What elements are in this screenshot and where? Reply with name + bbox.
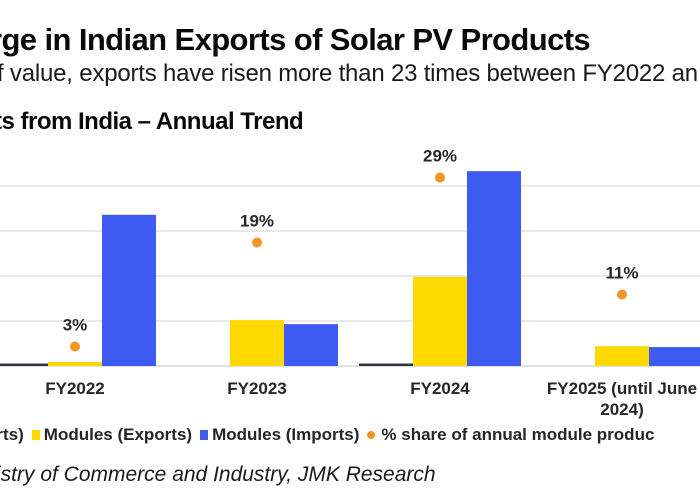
share-label-2: 29% <box>423 147 457 166</box>
bar-exports-1 <box>230 320 284 366</box>
bar-cells-0 <box>0 363 48 366</box>
chart-title: ts from India – Annual Trend <box>0 108 304 135</box>
category-label-0: FY2022 <box>45 379 105 398</box>
share-label-3: 11% <box>605 264 638 283</box>
page-subtitle: f value, exports have risen more than 23… <box>0 60 698 87</box>
bar-exports-2 <box>413 276 467 366</box>
bar-exports-0 <box>48 361 102 366</box>
bar-exports-3 <box>595 346 649 366</box>
legend-item-imports: Modules (Imports) <box>200 425 359 445</box>
share-point-2 <box>435 172 445 183</box>
share-point-0 <box>70 341 80 352</box>
category-label-3: FY2025 (until June <box>547 379 697 398</box>
category-label-3: 2024) <box>600 400 643 419</box>
legend-label-imports: Modules (Imports) <box>212 425 360 444</box>
source-note: istry of Commerce and Industry, JMK Rese… <box>0 463 436 486</box>
legend-dot-share <box>367 431 376 439</box>
legend-swatch-exports <box>31 430 40 440</box>
category-labels: FY2022 FY2023 FY2024 FY2025 (until June 2024… <box>45 379 697 419</box>
share-label-1: 19% <box>240 212 274 231</box>
bar-imports-2 <box>467 171 521 366</box>
category-label-1: FY2023 <box>227 379 287 398</box>
share-point-1 <box>252 237 262 248</box>
bar-imports-1 <box>284 324 338 366</box>
bar-imports-0 <box>102 214 156 366</box>
bar-imports-3 <box>649 347 700 366</box>
legend-label-exports: Modules (Exports) <box>43 425 193 444</box>
legend-label-share: % share of annual module produc <box>381 425 655 444</box>
share-points: 3% 19% 29% 11% <box>63 147 639 352</box>
legend-item-exports: Modules (Exports) <box>31 425 193 445</box>
bar-chart: 3% 19% 29% 11% FY2022 FY2023 FY2024 FY2025 (un… <box>0 147 700 419</box>
page-title: rge in Indian Exports of Solar PV Produc… <box>0 22 591 57</box>
legend-item-cells: orts) <box>0 425 24 445</box>
legend-item-share: % share of annual module produc <box>367 425 654 445</box>
legend-swatch-imports <box>200 430 209 440</box>
legend-label-cells: orts) <box>0 425 24 444</box>
share-label-0: 3% <box>63 316 88 335</box>
bar-cells-2 <box>359 363 413 366</box>
share-point-3 <box>617 289 627 300</box>
legend: orts) Modules (Exports) Modules (Imports… <box>0 425 662 445</box>
bars <box>0 171 700 366</box>
category-label-2: FY2024 <box>410 379 470 398</box>
